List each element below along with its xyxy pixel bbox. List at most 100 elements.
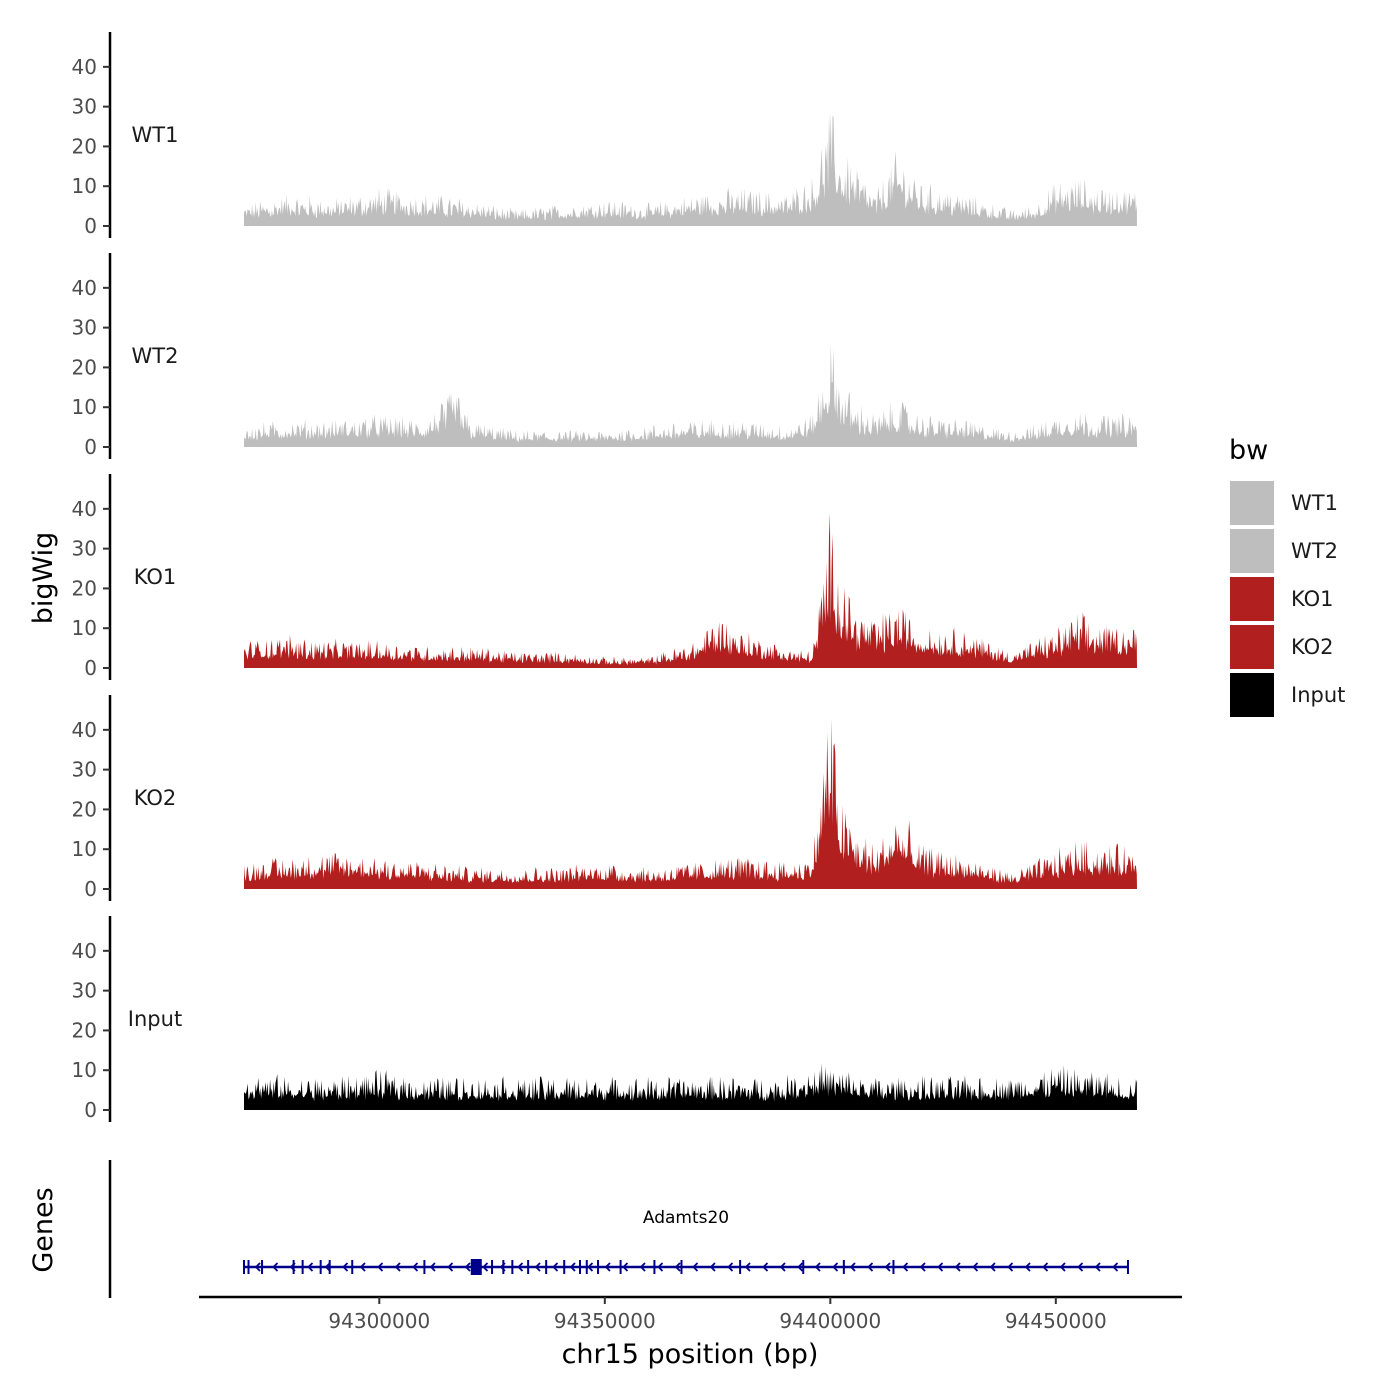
y-tick-label: 10 [72, 174, 97, 198]
strand-arrow [937, 1262, 944, 1272]
exon [739, 1260, 742, 1274]
y-tick-label: 30 [72, 95, 97, 119]
legend-label: Input [1291, 683, 1345, 707]
y-tick-label: 30 [72, 979, 97, 1003]
exon [579, 1260, 582, 1274]
exon [261, 1260, 264, 1274]
x-axis-ticks: 94300000 94350000 94400000 94450000 [328, 1297, 1107, 1333]
exon [680, 1260, 683, 1274]
y-tick-label: 40 [72, 55, 97, 79]
exon [585, 1260, 588, 1274]
legend-entries: WT1 WT2 KO1 KO2 Input [1230, 481, 1345, 717]
y-tick-label: 0 [84, 877, 97, 901]
exon [653, 1260, 656, 1274]
strand-arrow [587, 1262, 594, 1272]
strand-arrow [429, 1262, 436, 1272]
y-tick-label: 40 [72, 939, 97, 963]
y-tick-label: 0 [84, 656, 97, 680]
strand-arrow [954, 1262, 961, 1272]
legend-title: bw [1229, 435, 1268, 466]
strand-arrow [639, 1262, 646, 1272]
strand-arrow [1077, 1262, 1084, 1272]
track-ko1: 0 10 20 30 40 KO1 [72, 474, 1137, 680]
exon [247, 1260, 250, 1274]
exon [545, 1260, 548, 1274]
strand-arrow [902, 1262, 909, 1272]
gene-model [243, 1259, 1129, 1275]
strand-arrow [359, 1262, 366, 1272]
exon [619, 1260, 622, 1274]
strand-arrow [762, 1262, 769, 1272]
strand-arrow [779, 1262, 786, 1272]
gene-track: Adamts20 [108, 1160, 1129, 1298]
strand-arrow [1094, 1262, 1101, 1272]
legend-swatch-wt2 [1230, 529, 1274, 573]
track-ko2: 0 10 20 30 40 KO2 [72, 695, 1137, 901]
x-axis: 94300000 94350000 94400000 94450000 chr15 p… [199, 1295, 1182, 1370]
y-tick-label: 0 [84, 435, 97, 459]
strand-arrow [569, 1262, 576, 1272]
strand-arrow [517, 1262, 524, 1272]
strand-arrow [604, 1262, 611, 1272]
strand-arrow [394, 1262, 401, 1272]
y-tick-label: 30 [72, 537, 97, 561]
signal-area-wt2 [244, 343, 1137, 447]
track-label: WT2 [132, 344, 179, 368]
track-label: Input [128, 1007, 182, 1031]
strand-arrow [447, 1262, 454, 1272]
strand-arrow [622, 1262, 629, 1272]
x-tick-label: 94300000 [328, 1309, 430, 1333]
exon [328, 1260, 331, 1274]
strand-arrow [552, 1262, 559, 1272]
strand-arrow [1007, 1262, 1014, 1272]
exon [301, 1260, 304, 1274]
track-wt1: 0 10 20 30 40 WT1 [72, 32, 1137, 238]
strand-arrow [797, 1262, 804, 1272]
legend-swatch-input [1230, 673, 1274, 717]
track-label: WT1 [132, 123, 179, 147]
exon [563, 1260, 566, 1274]
track-label: KO2 [134, 786, 177, 810]
strand-arrow [867, 1262, 874, 1272]
signal-area-ko2 [244, 718, 1137, 889]
signal-area-input [244, 1063, 1137, 1110]
x-tick-label: 94450000 [1005, 1309, 1107, 1333]
exon [292, 1260, 295, 1274]
exon [502, 1260, 505, 1274]
signal-area-wt1 [244, 112, 1137, 226]
exon [319, 1260, 322, 1274]
strand-arrow [307, 1262, 314, 1272]
strand-arrow [1112, 1262, 1119, 1272]
signal-area-ko1 [244, 513, 1137, 668]
strand-arrow [657, 1262, 664, 1272]
exon [423, 1260, 426, 1274]
strand-arrow [972, 1262, 979, 1272]
strand-arrow [534, 1262, 541, 1272]
strand-arrow [709, 1262, 716, 1272]
strand-arrow [884, 1262, 891, 1272]
legend-swatch-wt1 [1230, 481, 1274, 525]
y-tick-label: 10 [72, 616, 97, 640]
strand-arrow [272, 1262, 279, 1272]
x-tick-label: 94400000 [779, 1309, 881, 1333]
strand-arrow [1024, 1262, 1031, 1272]
track-wt2: 0 10 20 30 40 WT2 [72, 253, 1137, 459]
y-tick-label: 20 [72, 355, 97, 379]
exon [842, 1260, 845, 1274]
strand-arrow [674, 1262, 681, 1272]
x-axis-title: chr15 position (bp) [562, 1339, 819, 1370]
strand-arrow [744, 1262, 751, 1272]
gene-name-label: Adamts20 [643, 1208, 729, 1228]
y-tick-label: 0 [84, 214, 97, 238]
y-axis-title: bigWig [28, 532, 59, 625]
exon [470, 1259, 482, 1275]
exon [351, 1260, 354, 1274]
y-tick-label: 30 [72, 758, 97, 782]
legend-label: KO2 [1291, 635, 1334, 659]
y-tick-label: 40 [72, 276, 97, 300]
strand-arrow [412, 1262, 419, 1272]
strand-arrow [464, 1262, 471, 1272]
strand-arrow [324, 1262, 331, 1272]
y-tick-label: 20 [72, 1018, 97, 1042]
